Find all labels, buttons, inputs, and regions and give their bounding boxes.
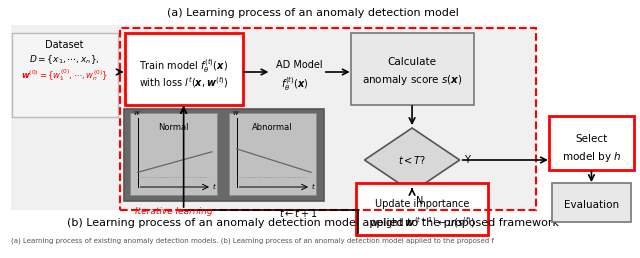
Text: t: t bbox=[312, 184, 315, 190]
Text: Abnormal: Abnormal bbox=[252, 123, 292, 132]
Text: with loss $l^t(\boldsymbol{x}, \boldsymbol{w}^{(t)})$: with loss $l^t(\boldsymbol{x}, \boldsymb… bbox=[139, 75, 228, 90]
Text: $t \leftarrow t + 1$: $t \leftarrow t + 1$ bbox=[278, 207, 317, 219]
Bar bbox=[11, 25, 536, 210]
Text: Normal: Normal bbox=[158, 123, 189, 132]
Bar bbox=[120, 28, 536, 210]
Text: Select: Select bbox=[575, 134, 607, 144]
Text: (a) Learning process of an anomaly detection model: (a) Learning process of an anomaly detec… bbox=[167, 8, 459, 18]
Text: AD Model: AD Model bbox=[276, 60, 323, 70]
FancyBboxPatch shape bbox=[552, 183, 631, 222]
Text: Calculate: Calculate bbox=[388, 57, 436, 67]
Polygon shape bbox=[365, 128, 460, 192]
Text: N: N bbox=[416, 196, 424, 206]
Text: $t < T$?: $t < T$? bbox=[398, 154, 426, 166]
Text: anomaly score $s(\boldsymbol{x})$: anomaly score $s(\boldsymbol{x})$ bbox=[362, 73, 463, 87]
Text: Evaluation: Evaluation bbox=[564, 199, 619, 209]
Bar bbox=[130, 113, 217, 195]
Text: w: w bbox=[134, 110, 140, 116]
Text: $\boldsymbol{w}^{(0)} = \{w_1^{(0)}, \cdots, w_n^{(0)}\}$: $\boldsymbol{w}^{(0)} = \{w_1^{(0)}, \cd… bbox=[21, 67, 108, 83]
Text: Update importance: Update importance bbox=[375, 199, 469, 209]
Text: (a) Learning process of existing anomaly detection models. (b) Learning process : (a) Learning process of existing anomaly… bbox=[11, 237, 493, 244]
Bar bbox=[228, 113, 316, 195]
Text: w: w bbox=[233, 110, 239, 116]
Text: model by $h$: model by $h$ bbox=[562, 150, 621, 164]
Text: Dataset: Dataset bbox=[45, 40, 84, 50]
FancyBboxPatch shape bbox=[125, 33, 243, 105]
Text: Train model $f_\theta^{(t)}(\boldsymbol{x})$: Train model $f_\theta^{(t)}(\boldsymbol{… bbox=[139, 57, 228, 75]
Text: $f_\theta^{(t)}(\boldsymbol{x})$: $f_\theta^{(t)}(\boldsymbol{x})$ bbox=[281, 75, 308, 93]
Text: (b) Learning process of an anomaly detection model applied to the proposed frame: (b) Learning process of an anomaly detec… bbox=[67, 218, 559, 228]
FancyBboxPatch shape bbox=[351, 33, 474, 105]
Text: Iterative learning: Iterative learning bbox=[134, 207, 212, 216]
FancyBboxPatch shape bbox=[12, 33, 118, 117]
Text: Y: Y bbox=[463, 155, 470, 165]
FancyBboxPatch shape bbox=[124, 109, 324, 201]
Text: weight $\boldsymbol{w}^{(t+1)} \leftarrow u(s^{(t)})$: weight $\boldsymbol{w}^{(t+1)} \leftarro… bbox=[369, 215, 476, 231]
FancyBboxPatch shape bbox=[356, 183, 488, 235]
Text: $D = \{x_1, \cdots, x_n\},$: $D = \{x_1, \cdots, x_n\},$ bbox=[29, 53, 100, 66]
FancyBboxPatch shape bbox=[549, 116, 634, 170]
Text: t: t bbox=[213, 184, 216, 190]
